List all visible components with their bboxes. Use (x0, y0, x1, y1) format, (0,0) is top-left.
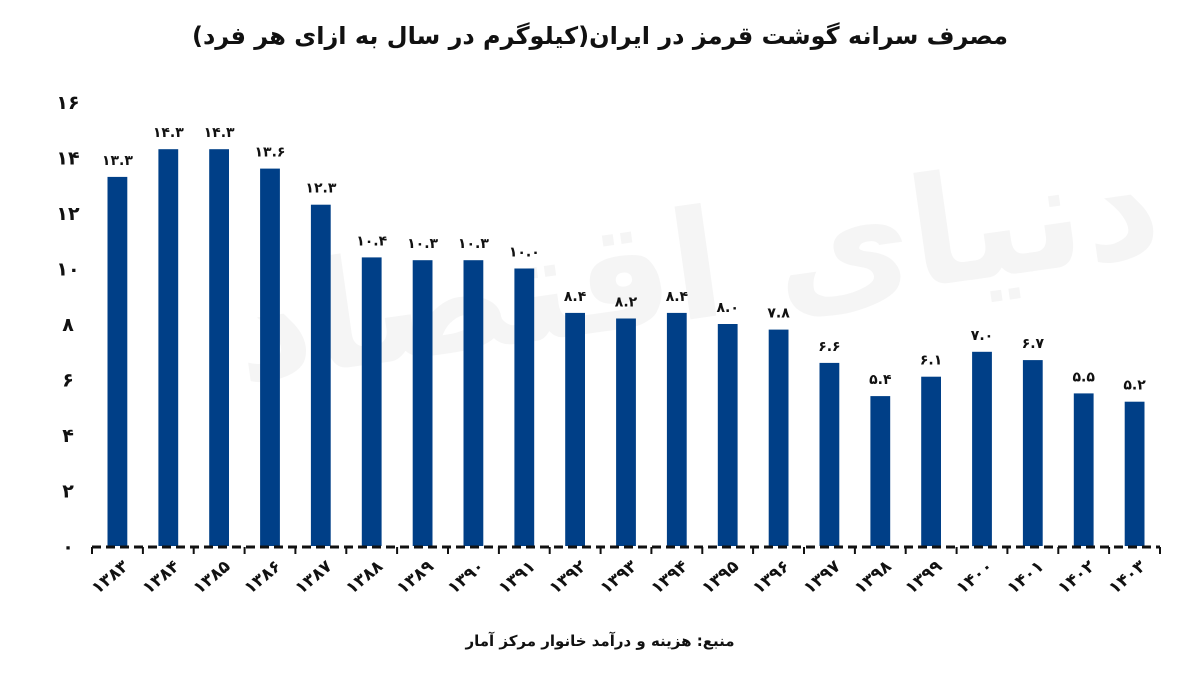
y-tick-label: ۱۶ (56, 92, 79, 114)
bar-value-label: ۱۰.۳ (407, 236, 438, 252)
x-tick-label: ۱۳۸۴ (139, 557, 184, 599)
bar-value-label: ۱۴.۳ (153, 125, 184, 141)
x-tick-label: ۱۴۰۰ (953, 557, 998, 599)
bar (412, 260, 433, 546)
x-tick-label: ۱۴۰۱ (1003, 557, 1048, 599)
bar-value-label: ۱۳.۳ (102, 153, 133, 169)
source-note: منبع: هزینه و درآمد خانوار مرکز آمار (465, 632, 735, 650)
bar (616, 318, 636, 546)
bar-value-label: ۵.۵ (1072, 369, 1095, 385)
bar-value-label: ۵.۲ (1123, 378, 1146, 394)
bar-value-label: ۱۰.۴ (356, 233, 387, 249)
x-tick-label: ۱۳۹۰ (444, 557, 489, 599)
x-tick-label: ۱۳۸۹ (393, 556, 438, 598)
bar (819, 362, 840, 546)
bar (158, 149, 179, 546)
bar-value-label: ۵.۴ (869, 372, 892, 388)
y-tick-label: ۰ (62, 536, 74, 558)
bar (666, 312, 687, 546)
chart-title: مصرف سرانه گوشت قرمز در ایران(کیلوگرم در… (192, 22, 1008, 50)
bar (514, 268, 535, 546)
y-tick-label: ۱۰ (56, 259, 79, 281)
bar-value-label: ۱۳.۶ (255, 145, 286, 161)
bar-value-label: ۷.۰ (971, 328, 993, 344)
x-tick-label: ۱۳۸۵ (190, 557, 235, 599)
bar (260, 168, 280, 546)
y-tick-label: ۱۴ (56, 148, 79, 170)
bar (107, 176, 128, 546)
bar (870, 396, 891, 546)
x-tick-label: ۱۳۸۷ (291, 556, 336, 598)
bar (1073, 393, 1094, 546)
x-tick-label: ۱۳۹۶ (749, 557, 794, 599)
bar-value-label: ۶.۶ (818, 339, 840, 355)
x-tick-label: ۱۳۹۱ (495, 557, 540, 599)
x-tick-label: ۱۴۰۳ (1105, 556, 1150, 598)
y-tick-label: ۲ (62, 481, 74, 503)
bar-value-label: ۸.۴ (564, 289, 587, 305)
bar (310, 204, 331, 546)
y-tick-label: ۸ (62, 314, 74, 336)
bar-value-label: ۸.۰ (716, 300, 738, 316)
x-tick-label: ۱۳۹۵ (698, 557, 743, 599)
y-tick-label: ۶ (62, 370, 74, 392)
bar-value-label: ۱۴.۳ (204, 125, 235, 141)
bar (717, 324, 738, 546)
bar (972, 351, 992, 547)
bar-value-label: ۶.۱ (920, 353, 942, 369)
bar-value-label: ۷.۸ (767, 306, 790, 322)
bar (463, 260, 484, 546)
x-tick-label: ۱۳۹۴ (647, 557, 692, 599)
bar (768, 329, 789, 546)
y-tick-label: ۴ (62, 425, 74, 447)
x-tick-label: ۱۳۸۸ (342, 556, 387, 598)
x-tick-label: ۱۳۹۳ (597, 556, 642, 598)
bar-value-label: ۱۲.۳ (305, 181, 336, 197)
x-tick-label: ۱۳۸۶ (241, 557, 286, 599)
bar-value-label: ۸.۲ (615, 295, 638, 311)
bar (209, 149, 229, 546)
x-tick-label: ۱۴۰۲ (1054, 556, 1099, 598)
bar (1124, 401, 1145, 546)
x-tick-label: ۱۳۹۷ (800, 556, 845, 598)
bar-value-label: ۶.۷ (1022, 336, 1045, 352)
bar (1022, 360, 1043, 546)
bar-value-label: ۱۰.۰ (509, 245, 540, 261)
x-tick-label: ۱۳۸۳ (88, 556, 133, 598)
bar (921, 376, 941, 546)
bar-value-label: ۱۰.۳ (458, 236, 489, 252)
y-tick-label: ۱۲ (56, 203, 80, 225)
x-tick-label: ۱۳۹۲ (546, 556, 591, 598)
bar (565, 312, 585, 546)
bar (361, 257, 382, 546)
x-tick-label: ۱۳۹۸ (851, 556, 896, 598)
x-tick-label: ۱۳۹۹ (902, 556, 947, 598)
bar-value-label: ۸.۴ (666, 289, 689, 305)
